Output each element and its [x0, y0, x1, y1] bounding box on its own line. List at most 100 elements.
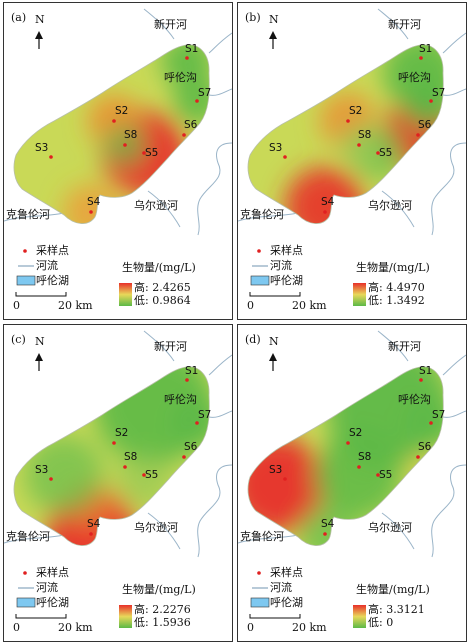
site-label-s6: S6: [418, 119, 432, 131]
map-panel-a: (a) N 新开河 呼伦沟 克鲁伦河 乌尔逊河 S1 S2 S3 S4 S5 S6 S7 S8 采样点 河流呼…: [3, 2, 233, 320]
river-label-xinkai: 新开河: [388, 18, 421, 31]
scale-distance-label: 20 km: [58, 299, 93, 312]
legend-river-label: 河流: [270, 259, 292, 272]
river-line: [442, 410, 466, 418]
scale-distance-label: 20 km: [58, 621, 93, 634]
north-arrow-icon: [35, 31, 43, 49]
sample-point-s3: [283, 477, 287, 481]
legend-low-value: 低: 1.3492: [368, 294, 425, 307]
map-svg-c: [4, 330, 232, 628]
site-label-s7: S7: [432, 87, 446, 99]
legend-color-ramp: [119, 605, 132, 628]
site-label-s4: S4: [321, 196, 335, 208]
sample-point-s5: [376, 151, 380, 155]
river-label-xinkai: 新开河: [388, 340, 421, 353]
legend-low-value: 低: 0: [368, 616, 394, 629]
legend-lake-label: 呼伦湖: [36, 274, 69, 287]
scale-zero-label: 0: [13, 621, 20, 634]
river-label-wuerxun: 乌尔逊河: [368, 521, 412, 534]
site-label-s6: S6: [418, 441, 432, 453]
sample-point-s8: [357, 143, 361, 147]
legend-sample-point-label: 采样点: [270, 566, 303, 579]
site-label-s6: S6: [184, 119, 198, 131]
river-line: [442, 88, 466, 96]
sample-point-s7: [195, 421, 199, 425]
river-label-hulun-gou: 呼伦沟: [398, 71, 431, 84]
north-label: N: [269, 335, 279, 348]
river-label-hulun-gou: 呼伦沟: [164, 393, 197, 406]
sample-point-s2: [112, 119, 116, 123]
sample-point-s2: [346, 119, 350, 123]
sample-point-s6: [182, 133, 186, 137]
sample-point-s4: [89, 210, 93, 214]
legend-high-value: 高: 2.4265: [134, 281, 191, 294]
legend-river-label: 河流: [36, 581, 58, 594]
river-line: [377, 330, 409, 362]
legend-sample-point-label: 采样点: [36, 566, 69, 579]
legend-sample-point-label: 采样点: [270, 244, 303, 257]
river-line: [208, 410, 232, 418]
sample-point-s6: [416, 455, 420, 459]
sample-point-s4: [89, 532, 93, 536]
river-line: [208, 88, 232, 96]
north-arrow-icon: [269, 31, 277, 49]
river-line: [208, 32, 232, 54]
lake-outline: [247, 44, 444, 224]
sample-point-s8: [123, 465, 127, 469]
river-label-wuerxun: 乌尔逊河: [368, 199, 412, 212]
site-label-s3: S3: [269, 464, 283, 476]
legend-color-ramp: [353, 283, 366, 306]
sample-point-s2: [112, 441, 116, 445]
site-label-s5: S5: [379, 469, 393, 481]
site-label-s2: S2: [349, 427, 363, 439]
river-label-hulun-gou: 呼伦沟: [164, 71, 197, 84]
river-label-wuerxun: 乌尔逊河: [134, 199, 178, 212]
sample-point-s8: [357, 465, 361, 469]
river-label-kelulun: 克鲁伦河: [240, 530, 284, 543]
river-label-kelulun: 克鲁伦河: [240, 208, 284, 221]
site-label-s2: S2: [115, 105, 129, 117]
scale-bar: [15, 292, 67, 297]
legend-high-value: 高: 2.2276: [134, 603, 191, 616]
site-label-s5: S5: [145, 469, 159, 481]
legend-title: 生物量/(mg/L): [122, 261, 196, 274]
north-label: N: [35, 13, 45, 26]
river-line: [143, 8, 175, 40]
site-label-s1: S1: [419, 365, 433, 377]
legend-lake-label: 呼伦湖: [270, 274, 303, 287]
scale-distance-label: 20 km: [292, 621, 327, 634]
scale-zero-label: 0: [13, 299, 20, 312]
legend-point-symbol: [257, 571, 261, 575]
legend-color-ramp: [119, 283, 132, 306]
legend-river-label: 河流: [270, 581, 292, 594]
site-label-s6: S6: [184, 441, 198, 453]
legend-river-label: 河流: [36, 259, 58, 272]
river-label-kelulun: 克鲁伦河: [6, 208, 50, 221]
site-label-s1: S1: [419, 43, 433, 55]
site-label-s5: S5: [379, 147, 393, 159]
lake-outline: [13, 44, 210, 224]
north-label: N: [269, 13, 279, 26]
river-line: [381, 190, 415, 228]
scale-zero-label: 0: [247, 621, 254, 634]
legend-point-symbol: [23, 571, 27, 575]
river-label-xinkai: 新开河: [154, 18, 187, 31]
site-label-s5: S5: [145, 147, 159, 159]
sample-point-s1: [419, 378, 423, 382]
panel-label: (d): [245, 333, 261, 346]
legend-low-value: 低: 0.9864: [134, 294, 191, 307]
river-line: [208, 354, 232, 376]
site-label-s7: S7: [432, 409, 446, 421]
legend-color-ramp: [353, 605, 366, 628]
sample-point-s7: [195, 99, 199, 103]
river-line: [442, 354, 466, 376]
panel-label: (b): [245, 11, 261, 24]
site-label-s8: S8: [124, 129, 138, 141]
panel-label: (c): [11, 333, 26, 346]
sample-point-s4: [323, 532, 327, 536]
sample-point-s1: [185, 56, 189, 60]
map-svg-a: [4, 8, 232, 306]
sample-point-s8: [123, 143, 127, 147]
river-line: [442, 32, 466, 54]
legend-title: 生物量/(mg/L): [356, 583, 430, 596]
